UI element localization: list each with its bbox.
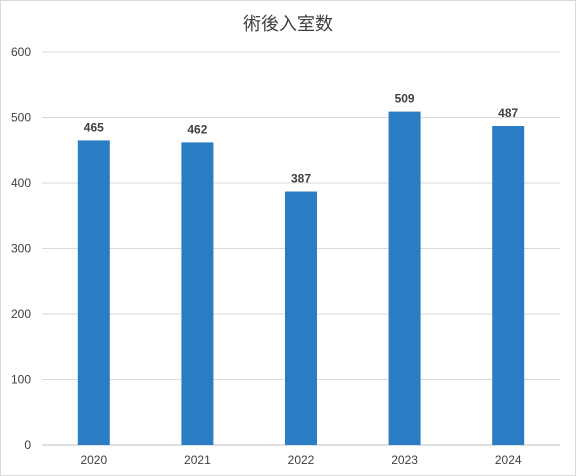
x-tick-label: 2020	[80, 453, 107, 467]
y-axis-ticks: 0 100 200 300 400 500 600	[11, 45, 31, 452]
x-tick-label: 2021	[184, 453, 211, 467]
y-tick-label: 300	[11, 242, 31, 256]
y-tick-label: 100	[11, 373, 31, 387]
data-labels: 465 462 387 509 487	[84, 92, 519, 186]
y-tick-label: 0	[24, 438, 31, 452]
x-tick-label: 2022	[288, 453, 315, 467]
bar-2023	[388, 111, 421, 445]
data-label: 387	[291, 172, 311, 186]
data-label: 509	[395, 92, 415, 106]
x-tick-label: 2024	[495, 453, 522, 467]
data-label: 487	[498, 106, 518, 120]
bar-2022	[285, 191, 317, 445]
data-label: 465	[84, 120, 104, 134]
bar-2020	[77, 140, 110, 446]
x-tick-label: 2023	[391, 453, 418, 467]
y-tick-label: 200	[11, 307, 31, 321]
bar-2024	[492, 126, 525, 445]
y-tick-label: 500	[11, 111, 31, 125]
y-tick-label: 600	[11, 45, 31, 59]
y-tick-label: 400	[11, 176, 31, 190]
bar-2021	[181, 142, 214, 445]
x-axis-ticks: 2020 2021 2022 2023 2024	[80, 453, 521, 467]
bars	[77, 111, 525, 446]
data-label: 462	[187, 122, 207, 136]
chart-title: 術後入室数	[243, 14, 333, 35]
